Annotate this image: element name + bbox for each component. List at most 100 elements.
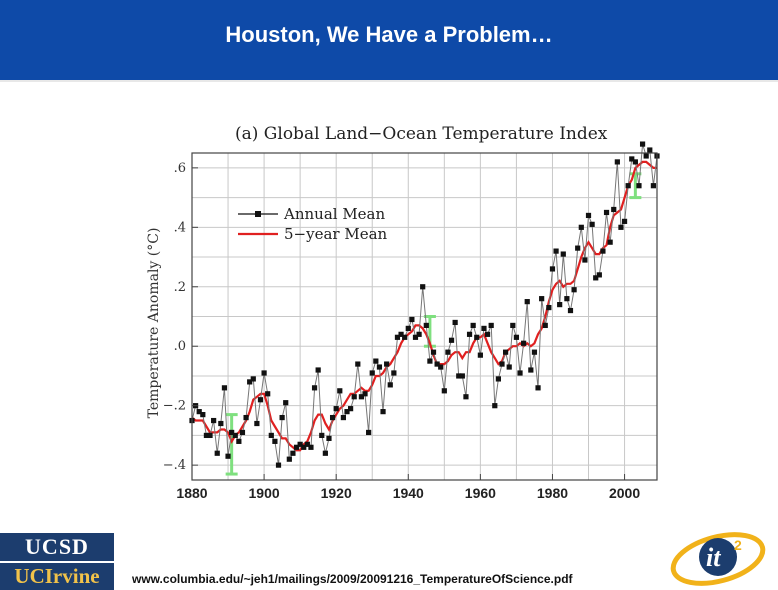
annual-mean-point: [510, 322, 516, 329]
annual-mean-point: [593, 275, 599, 281]
annual-mean-point: [272, 438, 278, 444]
annual-mean-point: [376, 364, 383, 370]
annual-mean-point: [434, 361, 440, 367]
annual-mean-point: [293, 444, 300, 450]
annual-mean-point: [308, 444, 314, 450]
annual-mean-point: [261, 370, 267, 376]
annual-mean-point: [499, 361, 505, 367]
annual-mean-line: [191, 143, 658, 466]
annual-mean-point: [286, 456, 292, 462]
annual-mean-point: [466, 331, 473, 337]
annual-mean-point: [553, 248, 559, 254]
annual-mean-point: [636, 183, 642, 189]
annual-mean-point: [423, 322, 429, 329]
annual-mean-point: [506, 364, 512, 370]
annual-mean-point: [492, 403, 498, 409]
annual-mean-point: [268, 432, 274, 439]
header-divider: [0, 80, 778, 82]
x-tick-label: 1900: [249, 485, 280, 501]
annual-mean-point: [629, 156, 635, 162]
annual-mean-point: [459, 373, 465, 379]
annual-mean-point: [438, 364, 444, 370]
annual-mean-point: [358, 394, 365, 400]
plot-frame: [191, 152, 658, 481]
annual-mean-point: [488, 322, 494, 329]
annual-mean-point: [218, 420, 224, 427]
annual-mean-point: [441, 388, 447, 394]
y-tick-label: .0: [174, 339, 186, 354]
annual-mean-point: [531, 349, 538, 355]
annual-mean-point: [329, 414, 336, 421]
annual-mean-point: [333, 406, 339, 412]
annual-mean-point: [301, 444, 307, 450]
annual-mean-point: [470, 322, 476, 329]
annual-mean-point: [542, 322, 548, 329]
annual-mean-point: [484, 331, 491, 337]
x-tick-label: 1980: [537, 485, 568, 501]
annual-mean-point: [539, 296, 545, 302]
annual-mean-point: [420, 284, 426, 290]
annual-mean-point: [416, 331, 422, 337]
y-tick-label: .4: [174, 220, 186, 235]
annual-mean-point: [528, 367, 534, 373]
annual-mean-point: [557, 302, 563, 308]
annual-mean-point: [647, 147, 653, 153]
annual-mean-point: [239, 429, 246, 436]
x-tick-label: 1940: [393, 485, 424, 501]
annual-mean-point: [503, 349, 509, 355]
annual-mean-point: [243, 414, 249, 421]
annual-mean-point: [409, 316, 415, 323]
annual-mean-point: [521, 340, 527, 346]
annual-mean-point: [366, 429, 372, 436]
annual-mean-point: [283, 400, 289, 406]
annual-mean-point: [611, 206, 617, 213]
annual-mean-point: [643, 153, 649, 159]
annual-mean-point: [535, 385, 541, 391]
y-tick-label: .6: [174, 161, 186, 176]
annual-mean-point: [214, 450, 220, 456]
annual-mean-point: [625, 183, 631, 189]
annual-mean-point: [513, 334, 520, 340]
legend: Annual Mean 5−year Mean: [238, 205, 388, 243]
annual-mean-point: [387, 382, 393, 388]
annual-mean-point: [257, 397, 264, 403]
annual-mean-point: [319, 432, 325, 439]
annual-mean-point: [639, 141, 646, 147]
annual-mean-point: [495, 376, 501, 382]
annual-mean-point: [297, 441, 303, 447]
annual-mean-point: [600, 248, 606, 254]
annual-mean-point: [265, 391, 271, 397]
annual-mean-point: [344, 409, 350, 415]
source-url: www.columbia.edu/~jeh1/mailings/2009/200…: [132, 572, 573, 586]
calit2-logo: it 2: [670, 532, 766, 586]
ucsd-logo: UCSD: [0, 533, 114, 561]
annual-mean-point: [585, 212, 592, 219]
annual-mean-point: [340, 414, 346, 421]
annual-mean-point: [337, 388, 343, 394]
calit2-logo-swoosh: [670, 532, 766, 586]
annual-mean-point: [603, 209, 610, 216]
annual-mean-point: [567, 307, 574, 314]
annual-mean-point: [607, 239, 613, 245]
annual-mean-point: [211, 417, 217, 424]
annual-mean-point: [596, 272, 602, 278]
annual-mean-point: [632, 159, 638, 165]
calit2-logo-sup: 2: [734, 537, 742, 553]
annual-mean-point: [391, 370, 397, 376]
annual-mean-point: [322, 450, 328, 456]
annual-mean-point: [384, 361, 390, 367]
annual-mean-point: [477, 352, 483, 358]
y-axis-label: Temperature Anomaly (°C): [146, 228, 162, 419]
annual-mean-point: [380, 409, 386, 415]
uci-logo: UCIrvine: [0, 563, 114, 590]
annual-mean-point: [203, 432, 210, 439]
chart-title: (a) Global Land−Ocean Temperature Index: [235, 124, 608, 144]
annual-mean-point: [315, 367, 321, 373]
annual-mean-point: [247, 379, 253, 385]
annual-mean-point: [196, 409, 202, 415]
annual-mean-point: [232, 432, 238, 439]
annual-mean-point: [402, 334, 408, 340]
annual-mean-point: [355, 361, 361, 367]
annual-mean-point: [463, 394, 469, 400]
annual-mean-point: [348, 406, 354, 412]
